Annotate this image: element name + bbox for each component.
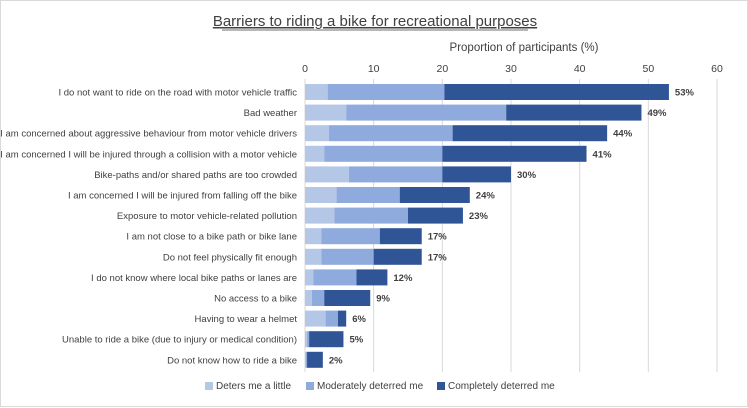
bar-segment xyxy=(305,310,326,327)
total-label: 17% xyxy=(428,252,448,263)
bar-segment xyxy=(348,166,443,183)
total-label: 53% xyxy=(675,88,695,99)
total-label: 24% xyxy=(476,191,496,202)
category-label: Bad weather xyxy=(244,108,297,119)
bar-segment xyxy=(311,290,325,306)
legend-swatch xyxy=(306,382,314,390)
bar-segment xyxy=(442,166,511,183)
total-labels: 53% 49% 44%41% 30% 24% 23% 17% 17% 12%9% 6% 5% 2% xyxy=(329,88,695,367)
category-label: I am concerned I will be injured through… xyxy=(1,149,297,160)
total-label: 12% xyxy=(393,273,413,284)
category-label: I do not know where local bike paths or … xyxy=(91,273,297,284)
category-label: Having to wear a helmet xyxy=(195,314,298,325)
bar-segment xyxy=(327,84,445,100)
legend-label: Deters me a little xyxy=(216,381,291,392)
bar-segment xyxy=(506,104,642,121)
category-label: Exposure to motor vehicle-related pollut… xyxy=(117,211,297,222)
bar-segment xyxy=(442,145,587,162)
category-label: I do not want to ride on the road with m… xyxy=(58,88,297,99)
legend-swatch xyxy=(437,382,445,390)
total-label: 2% xyxy=(329,355,343,366)
x-tick-label: 10 xyxy=(368,63,380,75)
legend-label: Completely deterred me xyxy=(448,381,555,392)
bar-segment xyxy=(307,351,323,368)
x-axis-title: Proportion of participants (%) xyxy=(450,42,599,54)
category-label: Do not feel physically fit enough xyxy=(163,252,297,263)
total-label: 44% xyxy=(613,129,633,140)
total-label: 30% xyxy=(517,170,537,181)
bar-segment xyxy=(305,166,349,183)
bar-segment xyxy=(305,84,328,100)
bar-segment xyxy=(324,290,371,306)
bars xyxy=(305,84,669,368)
bar-segment xyxy=(305,228,322,245)
x-tick-label: 30 xyxy=(505,63,517,75)
total-label: 41% xyxy=(593,149,613,160)
bar-segment xyxy=(452,125,608,142)
bar-segment xyxy=(379,228,422,245)
category-label: I am not close to a bike path or bike la… xyxy=(126,232,297,243)
bar-segment xyxy=(399,187,470,203)
bar-segment xyxy=(313,269,357,286)
total-label: 49% xyxy=(647,108,667,119)
bar-segment xyxy=(321,248,374,265)
category-labels: I do not want to ride on the road with m… xyxy=(1,88,297,367)
legend-swatch xyxy=(205,382,213,390)
chart-title: Barriers to riding a bike for recreation… xyxy=(213,13,537,30)
bar-segment xyxy=(305,248,322,265)
bar-segment xyxy=(305,290,312,306)
bar-segment xyxy=(305,207,335,224)
bar-segment xyxy=(325,310,338,327)
bar-segment xyxy=(444,84,669,100)
bar-segment xyxy=(408,207,463,224)
bar-segment xyxy=(373,248,422,265)
bar-segment xyxy=(336,187,400,203)
x-tick-label: 50 xyxy=(642,63,654,75)
category-label: Bike-paths and/or shared paths are too c… xyxy=(94,170,297,181)
total-label: 17% xyxy=(428,232,448,243)
bar-segment xyxy=(305,269,314,286)
bar-segment xyxy=(321,228,380,245)
category-label: I am concerned I will be injured from fa… xyxy=(68,191,297,202)
category-label: No access to a bike xyxy=(214,294,297,305)
total-label: 9% xyxy=(376,294,390,305)
bar-segment xyxy=(309,331,344,348)
bar-segment xyxy=(305,125,330,142)
bar-segment xyxy=(334,207,408,224)
bar-segment xyxy=(305,104,347,121)
bar-segment xyxy=(324,145,443,162)
bar-segment xyxy=(305,187,337,203)
bar-segment xyxy=(346,104,507,121)
x-tick-label: 0 xyxy=(302,63,308,75)
total-label: 5% xyxy=(349,335,363,346)
total-label: 6% xyxy=(352,314,366,325)
category-label: Do not know how to ride a bike xyxy=(167,355,297,366)
bar-segment xyxy=(305,351,306,368)
legend: Deters me a little Moderately deterred me… xyxy=(205,381,555,392)
legend-label: Moderately deterred me xyxy=(317,381,424,392)
x-tick-label: 60 xyxy=(711,63,723,75)
x-tick-label: 40 xyxy=(574,63,586,75)
x-axis-ticks: 0 10 20 30 40 50 60 xyxy=(302,63,723,75)
bar-segment xyxy=(356,269,388,286)
bar-segment xyxy=(329,125,453,142)
category-label: Unable to ride a bike (due to injury or … xyxy=(62,335,297,346)
bar-segment xyxy=(305,331,308,348)
x-tick-label: 20 xyxy=(436,63,448,75)
bar-segment xyxy=(305,351,308,368)
total-label: 23% xyxy=(469,211,489,222)
category-label: I am concerned about aggressive behaviou… xyxy=(1,129,297,140)
bar-segment xyxy=(337,310,347,327)
bar-segment xyxy=(307,331,310,348)
grid-lines xyxy=(304,79,718,373)
bar-segment xyxy=(305,145,325,162)
